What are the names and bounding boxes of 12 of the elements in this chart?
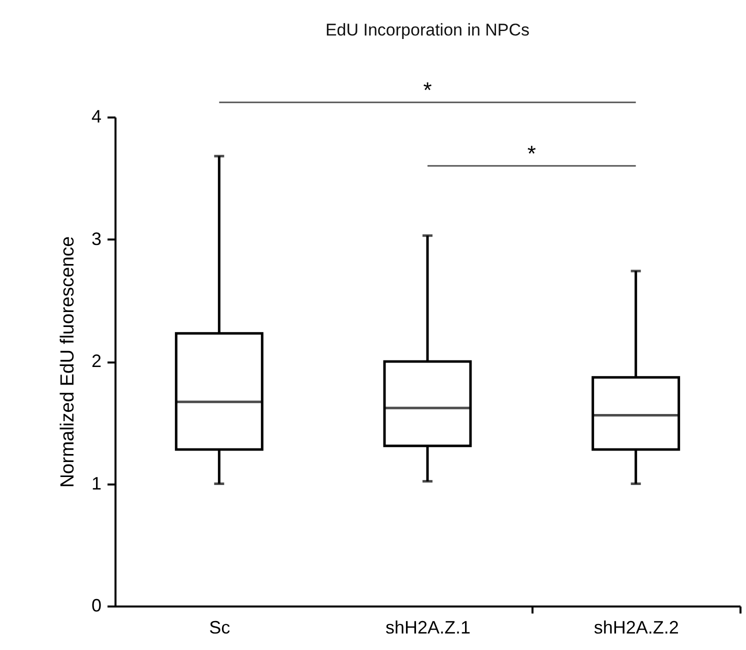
- y-tick-label: 0: [91, 596, 102, 616]
- y-axis-title: Normalized EdU fluorescence: [57, 236, 78, 488]
- text: *: [423, 77, 432, 102]
- chart-title: EdU Incorporation in NPCs: [325, 20, 530, 40]
- y-tick-label: 3: [91, 228, 102, 249]
- y-tick-label: 2: [91, 351, 102, 371]
- y-tick-label: 4: [91, 106, 102, 126]
- annotation: *: [527, 140, 536, 166]
- x-tick-label: shH2A.Z.1: [385, 618, 471, 638]
- y-tick-label: 1: [91, 473, 102, 494]
- x-tick-label: Sc: [209, 618, 230, 638]
- x-tick-label: shH2A.Z.2: [594, 618, 679, 638]
